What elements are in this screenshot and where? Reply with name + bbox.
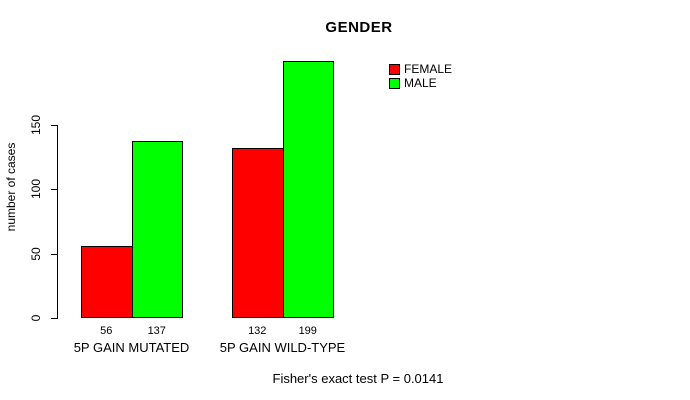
- chart-title: GENDER: [325, 19, 393, 36]
- y-axis-tick-label: 100: [29, 178, 43, 200]
- y-axis-tick: [51, 253, 58, 255]
- legend-swatch-male: [389, 78, 400, 89]
- y-axis-tick: [51, 318, 58, 319]
- y-axis-tick-label: 150: [29, 114, 43, 135]
- y-axis-label: number of cases: [4, 142, 18, 232]
- bar-value-label: 137: [147, 325, 166, 337]
- y-axis-line: [57, 124, 58, 319]
- category-label: 5P GAIN MUTATED: [73, 340, 190, 355]
- y-axis-tick-label: 50: [29, 246, 43, 261]
- bar-male-1: [282, 61, 334, 318]
- legend-label: FEMALE: [404, 62, 453, 76]
- y-axis-tick: [51, 124, 58, 126]
- bar-value-label: 56: [100, 325, 113, 337]
- y-axis-tick-label: 0: [29, 314, 43, 322]
- annotation-fisher-test: Fisher's exact test P = 0.0141: [272, 371, 444, 386]
- bar-female-0: [81, 245, 133, 318]
- bar-male-0: [131, 141, 183, 318]
- legend-label: MALE: [404, 76, 437, 90]
- bar-value-label: 132: [248, 325, 267, 337]
- legend-row: MALE: [389, 77, 452, 90]
- y-axis-tick: [51, 189, 58, 190]
- bar-female-1: [232, 147, 284, 318]
- category-label: 5P GAIN WILD-TYPE: [219, 340, 346, 355]
- bar-value-label: 199: [298, 325, 317, 337]
- legend: FEMALE MALE: [389, 63, 452, 91]
- legend-row: FEMALE: [389, 63, 452, 76]
- legend-swatch-female: [389, 64, 400, 75]
